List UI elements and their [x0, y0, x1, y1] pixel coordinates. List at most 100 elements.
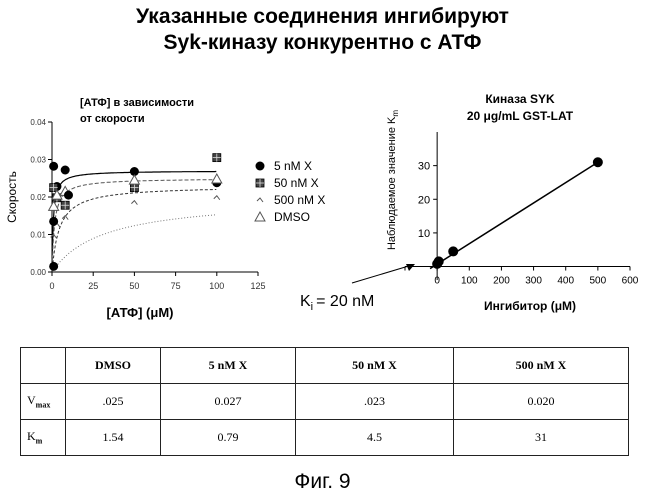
left-chart-title-line-1: [АТФ] в зависимости: [80, 97, 194, 109]
left-data-point: [210, 172, 223, 184]
left-data-point: [129, 167, 139, 176]
right-data-point: [592, 157, 603, 168]
left-chart-title-line-2: от скорости: [80, 113, 145, 125]
left-data-point: [49, 216, 59, 226]
left-chart-axes: 0 25 50 75 100 125 0.00 0.01 0.02 0.03 0.04: [30, 118, 265, 291]
legend-marker: [254, 210, 266, 222]
left-data-point: [61, 214, 69, 220]
ki-annotation-value: = 20 nM: [316, 293, 374, 310]
left-y-tick-label: 0.01: [30, 231, 46, 240]
right-chart-x-axis-label: Ингибитор (μM): [484, 299, 576, 313]
table-header-cell: DMSO: [65, 347, 161, 384]
legend-marker: [255, 178, 265, 188]
left-data-point: [60, 200, 70, 210]
left-data-point: [129, 183, 139, 193]
table-header-cell: 5 nM X: [160, 347, 296, 384]
right-chart-y-axis-label-sub: m: [391, 110, 400, 117]
table-cell: 1.54: [65, 419, 161, 456]
vmax-label: V: [27, 393, 36, 408]
left-data-point: [51, 189, 63, 200]
left-chart-y-axis-label: Скорость: [5, 171, 19, 223]
right-x-tick-label: 100: [461, 276, 478, 287]
legend-marker: [255, 161, 265, 171]
km-label-sub: m: [35, 436, 43, 446]
right-x-tick-label: 400: [557, 276, 574, 287]
table-header-cell: 50 nM X: [295, 347, 454, 384]
right-y-tick-label: 10: [418, 228, 430, 240]
right-y-tick-label: 20: [418, 194, 430, 206]
right-x-tick-label: 500: [590, 276, 607, 287]
legend-label: 50 nM X: [274, 176, 319, 190]
ki-annotation: Ki = 20 nM: [300, 293, 374, 313]
table-cell: 0.79: [160, 419, 296, 456]
table-row-label: Vmax: [20, 383, 66, 420]
table-cell: .023: [295, 383, 454, 420]
table-header-cell: [20, 347, 66, 384]
table-header-cell: 500 nM X: [453, 347, 629, 384]
right-chart-y-axis-label-main: Наблюдаемое значение K: [386, 116, 398, 250]
left-data-point: [50, 233, 58, 239]
results-table-container: DMSO 5 nM X 50 nM X 500 nM X Vmax .025 0…: [20, 347, 629, 456]
left-data-point: [60, 165, 70, 175]
right-data-point: [448, 246, 459, 257]
left-data-point: [128, 174, 141, 185]
vmax-label-sub: max: [35, 400, 51, 410]
left-chart-points: [47, 153, 223, 271]
table-cell: 4.5: [295, 419, 454, 456]
left-x-tick-label: 25: [88, 281, 98, 291]
legend-label: 5 nM X: [274, 159, 312, 173]
right-x-tick-label: 300: [525, 276, 542, 287]
ki-annotation-arrowhead: [406, 264, 415, 271]
table-header-row: DMSO 5 nM X 50 nM X 500 nM X: [20, 347, 629, 384]
left-chart-legend: 5 nM X 50 nM X 500 nM X DMSO: [254, 159, 325, 224]
right-x-tick-label: 600: [622, 276, 639, 287]
right-x-tick-label: 200: [493, 276, 510, 287]
left-data-point: [63, 190, 73, 200]
charts-canvas: [АТФ] в зависимости от скорости 0 25 50 75 1…: [5, 92, 639, 320]
table-cell: 0.027: [160, 383, 296, 420]
figure-caption: Фиг. 9: [294, 470, 351, 493]
left-y-tick-label: 0.00: [30, 268, 46, 277]
left-chart-x-axis-label: [АТФ] (μM): [107, 305, 174, 320]
left-x-tick-label: 125: [250, 281, 265, 291]
left-y-tick-label: 0.03: [30, 156, 46, 165]
km-label: K: [27, 429, 36, 444]
left-x-tick-label: 0: [49, 281, 54, 291]
left-data-point: [49, 161, 59, 171]
figure-title-line-1: Указанные соединения ингибируют: [136, 5, 509, 28]
right-x-tick-label: 0: [434, 276, 440, 287]
left-fit-curve: [51, 214, 217, 272]
left-data-point: [213, 194, 221, 201]
left-x-tick-label: 100: [209, 281, 224, 291]
ki-annotation-sub: i: [311, 301, 313, 313]
table-row: Km 1.54 0.79 4.5 31: [20, 419, 629, 456]
ki-annotation-arrow: [351, 264, 413, 284]
left-data-point: [212, 153, 222, 163]
right-data-point: [433, 256, 444, 267]
results-table: DMSO 5 nM X 50 nM X 500 nM X Vmax .025 0…: [20, 347, 629, 456]
left-data-point: [47, 200, 60, 211]
left-data-point: [49, 261, 59, 271]
table-row-label: Km: [20, 419, 66, 456]
figure-title-line-2: Syk-киназу конкурентно с АТФ: [163, 31, 482, 54]
table-cell: 0.020: [453, 383, 629, 420]
right-y-tick-label: 30: [418, 161, 430, 173]
legend-label: 500 nM X: [274, 193, 325, 207]
left-y-tick-label: 0.02: [30, 193, 46, 202]
table-cell: 31: [453, 419, 629, 456]
table-cell: .025: [65, 383, 161, 420]
legend-marker: [256, 197, 264, 203]
left-x-tick-label: 75: [171, 281, 181, 291]
km-vs-inhibitor-chart: Киназа SYK 20 μg/mL GST-LAT 0 100 200 300 40…: [300, 92, 639, 313]
right-chart-y-axis-label: Наблюдаемое значение Km: [386, 110, 400, 250]
right-chart-points: [432, 157, 603, 269]
right-chart-title-line-2: 20 μg/mL GST-LAT: [467, 109, 574, 123]
left-y-tick-label: 0.04: [30, 118, 46, 127]
left-data-point: [131, 199, 138, 205]
velocity-vs-atp-chart: [АТФ] в зависимости от скорости 0 25 50 75 1…: [5, 97, 325, 320]
left-data-point: [49, 183, 59, 193]
left-x-tick-label: 50: [129, 281, 139, 291]
right-chart-title-line-1: Киназа SYK: [485, 92, 555, 106]
legend-label: DMSO: [274, 210, 310, 224]
table-row: Vmax .025 0.027 .023 0.020: [20, 383, 629, 420]
